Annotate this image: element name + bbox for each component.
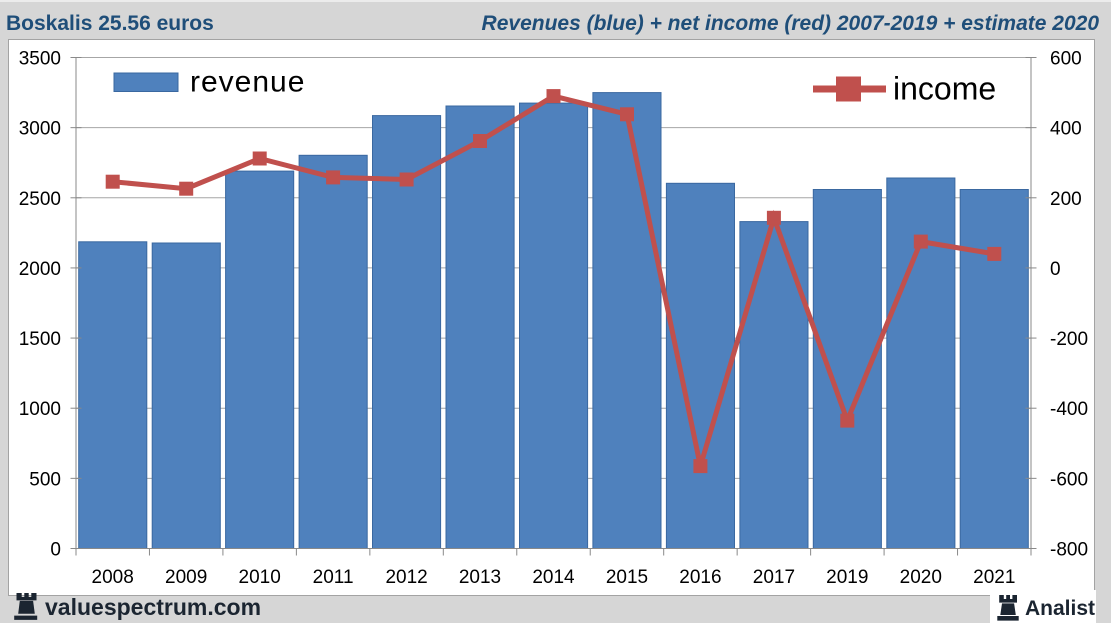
svg-text:-800: -800	[1050, 540, 1088, 561]
svg-text:2019: 2019	[826, 567, 868, 588]
svg-text:revenue: revenue	[190, 66, 305, 99]
svg-text:2008: 2008	[92, 567, 134, 588]
svg-text:2500: 2500	[19, 189, 61, 210]
svg-text:2010: 2010	[239, 567, 281, 588]
svg-text:2000: 2000	[19, 259, 61, 280]
svg-text:2021: 2021	[973, 567, 1015, 588]
svg-text:3000: 3000	[19, 119, 61, 140]
svg-text:-400: -400	[1050, 399, 1088, 420]
svg-text:2011: 2011	[313, 567, 354, 588]
svg-text:2015: 2015	[606, 567, 648, 588]
svg-text:2013: 2013	[459, 567, 501, 588]
svg-text:2020: 2020	[900, 567, 942, 588]
svg-text:1500: 1500	[19, 329, 61, 350]
svg-text:500: 500	[29, 469, 61, 490]
svg-text:0: 0	[50, 540, 61, 561]
svg-text:600: 600	[1050, 49, 1082, 70]
svg-text:-200: -200	[1050, 329, 1088, 350]
svg-text:400: 400	[1050, 119, 1082, 140]
svg-text:0: 0	[1050, 259, 1061, 280]
svg-text:2017: 2017	[753, 567, 795, 588]
svg-text:2012: 2012	[385, 567, 427, 588]
svg-text:-600: -600	[1050, 469, 1088, 490]
svg-text:2009: 2009	[165, 567, 207, 588]
svg-text:200: 200	[1050, 189, 1082, 210]
svg-text:1000: 1000	[19, 399, 61, 420]
svg-text:2014: 2014	[532, 567, 575, 588]
svg-text:income: income	[893, 71, 996, 107]
svg-text:3500: 3500	[19, 49, 61, 70]
svg-text:2016: 2016	[679, 567, 721, 588]
